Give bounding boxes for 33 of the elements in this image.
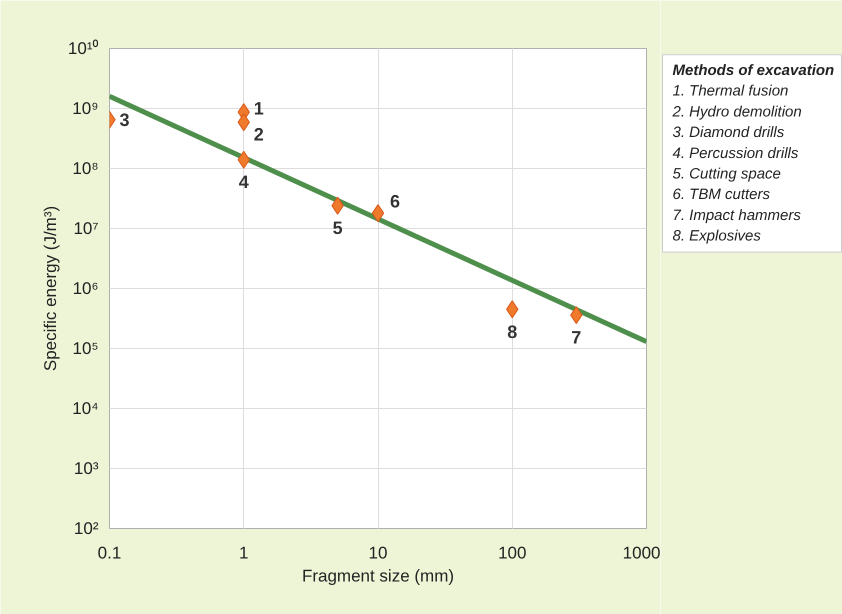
- annotation: 6: [390, 192, 400, 212]
- y-axis-title: Specific energy (J/m³): [40, 206, 60, 372]
- text: 4. Percussion drills: [672, 144, 799, 162]
- text: 1. Thermal fusion: [672, 82, 788, 100]
- x-tick-label: 100: [498, 544, 526, 562]
- text: 7. Impact hammers: [672, 206, 802, 224]
- x-tick-label: 0.1: [98, 544, 122, 562]
- y-tick-label: 10⁷: [73, 219, 98, 238]
- annotation: 5: [332, 218, 343, 238]
- text: 6. TBM cutters: [672, 186, 771, 204]
- annotation: 2: [254, 124, 264, 145]
- x-tick-label: 1000: [622, 544, 661, 562]
- y-tick-label: 10³: [74, 459, 99, 478]
- annotation: 1: [254, 98, 264, 119]
- x-tick-label: 1: [239, 544, 248, 562]
- text: 2. Hydro demolition: [672, 103, 802, 120]
- y-tick-label: 10⁹: [72, 99, 99, 118]
- text: 3. Diamond drills: [672, 124, 785, 142]
- y-tick-label: 10¹⁰: [68, 39, 99, 58]
- legend-title: Methods of excavation: [672, 62, 834, 79]
- x-tick-label: 10: [368, 544, 388, 562]
- text: 8. Explosives: [672, 228, 762, 245]
- x-axis-title: Fragment size (mm): [302, 566, 454, 586]
- annotation: 4: [238, 172, 249, 192]
- annotation: 8: [507, 322, 518, 342]
- y-tick-label: 10⁸: [72, 159, 99, 178]
- annotation: 3: [120, 110, 130, 130]
- text: 5. Cutting space: [672, 165, 781, 182]
- y-tick-label: 10²: [74, 519, 99, 538]
- y-tick-label: 10⁶: [72, 279, 99, 298]
- annotation: 7: [571, 328, 582, 348]
- y-tick-label: 10⁵: [72, 339, 99, 358]
- y-tick-label: 10⁴: [72, 399, 99, 418]
